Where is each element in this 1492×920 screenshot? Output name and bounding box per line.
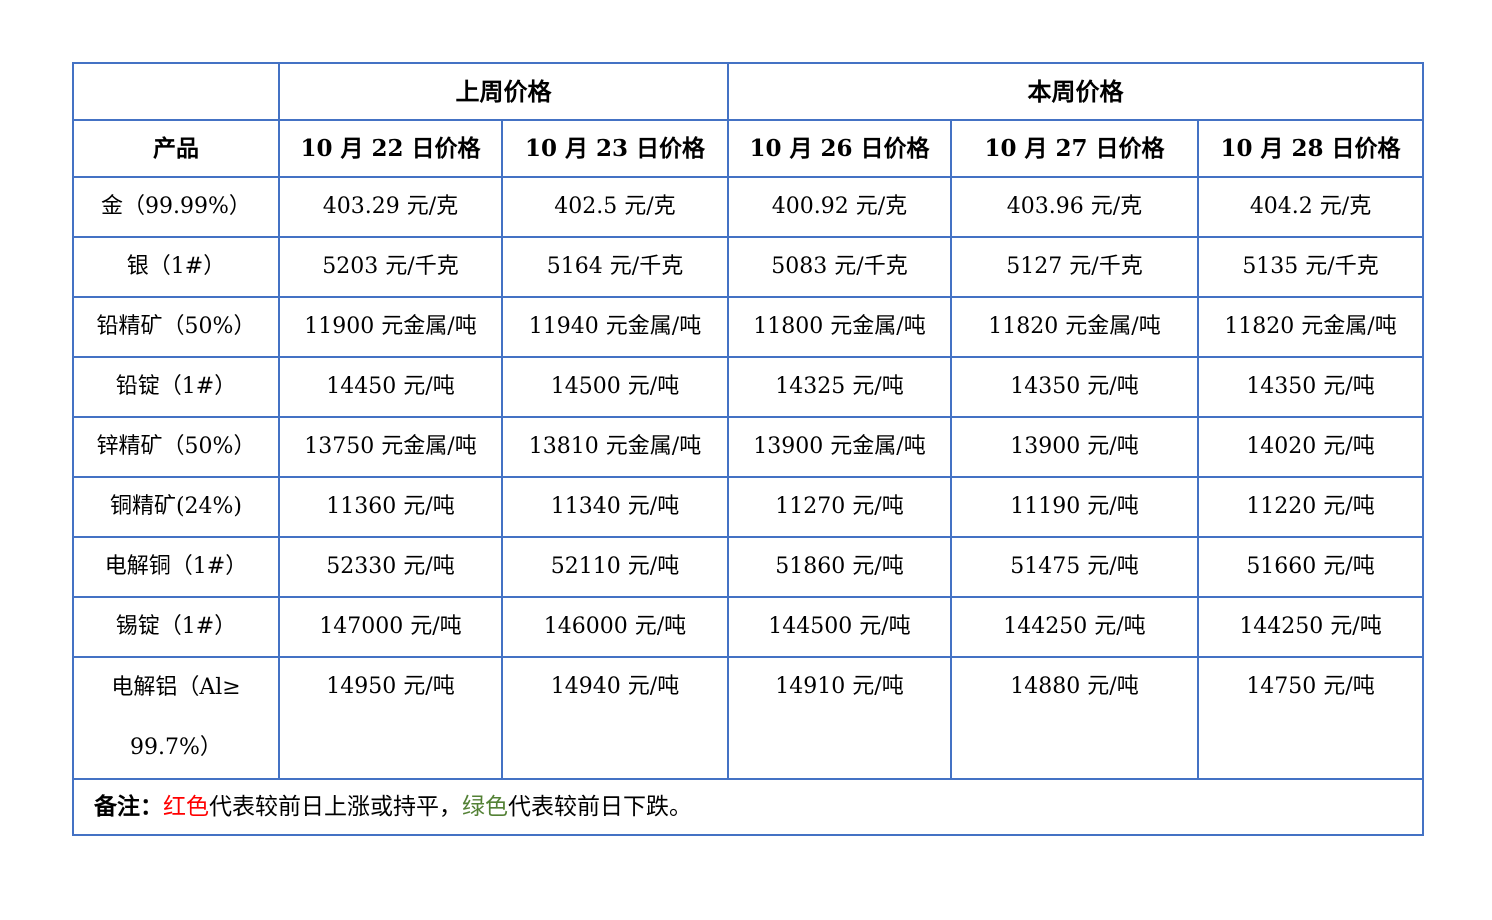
product-label: 铅精矿（50%） — [96, 314, 256, 339]
note-prefix-label: 备注： — [94, 793, 163, 820]
table-row: 锡锭（1#） 147000 元/吨 146000 元/吨 144500 元/吨 1442… — [72, 596, 1425, 658]
price-cell: 11820 元金属/吨 — [1196, 296, 1425, 358]
price-cell: 14940 元/吨 — [501, 656, 729, 780]
price-cell: 13900 元金属/吨 — [727, 416, 952, 478]
price-cell: 5164 元/千克 — [501, 236, 729, 298]
note-red-label: 红色 — [163, 794, 209, 820]
price-cell: 14350 元/吨 — [950, 356, 1199, 418]
price-cell: 13750 元金属/吨 — [278, 416, 503, 478]
price-cell: 146000 元/吨 — [501, 596, 729, 658]
price-cell: 400.92 元/克 — [727, 176, 952, 238]
product-label: 锌精矿（50%） — [96, 434, 256, 459]
metal-price-table: 上周价格 本周价格 产品 10 月 22 日价格 10 月 23 日价格 10 … — [71, 62, 1425, 836]
product-cell: 锌精矿（50%） — [72, 416, 280, 478]
price-cell: 404.2 元/克 — [1196, 176, 1425, 238]
price-cell: 403.29 元/克 — [278, 176, 503, 238]
price-cell: 13810 元金属/吨 — [501, 416, 729, 478]
table-row: 锌精矿（50%） 13750 元金属/吨 13810 元金属/吨 13900 元金属/… — [72, 416, 1425, 478]
price-cell: 402.5 元/克 — [501, 176, 729, 238]
price-cell: 5135 元/千克 — [1196, 236, 1425, 298]
legend-note: 备注：红色代表较前日上涨或持平，绿色代表较前日下跌。 — [71, 778, 1425, 836]
price-cell: 11820 元金属/吨 — [950, 296, 1199, 358]
price-cell: 52110 元/吨 — [501, 536, 729, 598]
note-row: 备注：红色代表较前日上涨或持平，绿色代表较前日下跌。 — [71, 778, 1425, 836]
product-label: 铅锭（1#） — [115, 374, 237, 399]
table-row: 铅精矿（50%） 11900 元金属/吨 11940 元金属/吨 11800 元金属/… — [72, 296, 1425, 358]
price-cell: 11190 元/吨 — [950, 476, 1199, 538]
price-cell: 11340 元/吨 — [501, 476, 729, 538]
table-row: 电解铜（1#） 52330 元/吨 52110 元/吨 51860 元/吨 51475 … — [72, 536, 1425, 598]
product-cell: 铜精矿(24%) — [72, 476, 280, 538]
date-header-oct22: 10 月 22 日价格 — [278, 119, 503, 178]
product-label: 金（99.99%） — [101, 194, 251, 219]
price-cell: 14450 元/吨 — [278, 356, 503, 418]
date-header-oct23: 10 月 23 日价格 — [501, 119, 729, 178]
price-cell: 5127 元/千克 — [950, 236, 1199, 298]
price-cell: 14325 元/吨 — [727, 356, 952, 418]
this-week-header: 本周价格 — [726, 62, 1425, 121]
date-header-row: 产品 10 月 22 日价格 10 月 23 日价格 10 月 26 日价格 1… — [72, 119, 1425, 178]
price-cell: 144250 元/吨 — [1196, 596, 1425, 658]
price-cell: 5083 元/千克 — [727, 236, 952, 298]
price-cell: 14020 元/吨 — [1196, 416, 1425, 478]
price-cell: 51860 元/吨 — [727, 536, 952, 598]
product-label: 铜精矿(24%) — [109, 494, 243, 519]
price-cell: 11270 元/吨 — [727, 476, 952, 538]
product-cell: 电解铜（1#） — [72, 536, 280, 598]
price-cell: 14750 元/吨 — [1196, 656, 1425, 780]
price-cell: 11800 元金属/吨 — [727, 296, 952, 358]
product-column-header: 产品 — [72, 119, 280, 178]
product-label: 电解铝（Al≥ 99.7%） — [111, 675, 241, 760]
price-cell: 14950 元/吨 — [278, 656, 503, 780]
date-header-oct27: 10 月 27 日价格 — [950, 119, 1199, 178]
price-cell: 51660 元/吨 — [1196, 536, 1425, 598]
product-cell: 电解铝（Al≥ 99.7%） — [72, 656, 280, 780]
product-cell: 银（1#） — [72, 236, 280, 298]
price-cell: 11940 元金属/吨 — [501, 296, 729, 358]
price-cell: 52330 元/吨 — [278, 536, 503, 598]
price-cell: 14880 元/吨 — [950, 656, 1199, 780]
price-cell: 144500 元/吨 — [727, 596, 952, 658]
product-cell: 铅锭（1#） — [72, 356, 280, 418]
table-row: 银（1#） 5203 元/千克 5164 元/千克 5083 元/千克 5127 元/千… — [72, 236, 1425, 298]
price-cell: 403.96 元/克 — [950, 176, 1199, 238]
table-row: 铅锭（1#） 14450 元/吨 14500 元/吨 14325 元/吨 14350 元… — [72, 356, 1425, 418]
price-cell: 14350 元/吨 — [1196, 356, 1425, 418]
week-group-header-row: 上周价格 本周价格 — [72, 62, 1425, 121]
product-cell: 金（99.99%） — [72, 176, 280, 238]
price-cell: 11220 元/吨 — [1196, 476, 1425, 538]
price-cell: 11900 元金属/吨 — [278, 296, 503, 358]
date-header-oct28: 10 月 28 日价格 — [1196, 119, 1425, 178]
price-cell: 13900 元/吨 — [950, 416, 1199, 478]
note-falling-text: 代表较前日下跌。 — [508, 794, 692, 820]
table-row: 金（99.99%） 403.29 元/克 402.5 元/克 400.92 元/克 40… — [72, 176, 1425, 238]
product-label: 锡锭（1#） — [115, 614, 237, 639]
table-row: 铜精矿(24%) 11360 元/吨 11340 元/吨 11270 元/吨 11190… — [72, 476, 1425, 538]
product-cell: 锡锭（1#） — [72, 596, 280, 658]
price-cell: 5203 元/千克 — [278, 236, 503, 298]
product-label: 银（1#） — [126, 254, 226, 279]
date-header-oct26: 10 月 26 日价格 — [727, 119, 952, 178]
product-cell: 铅精矿（50%） — [72, 296, 280, 358]
price-cell: 11360 元/吨 — [278, 476, 503, 538]
last-week-header: 上周价格 — [278, 62, 729, 121]
note-green-label: 绿色 — [462, 794, 508, 820]
price-cell: 51475 元/吨 — [950, 536, 1199, 598]
note-rising-text: 代表较前日上涨或持平， — [209, 794, 462, 820]
price-cell: 14910 元/吨 — [727, 656, 952, 780]
price-cell: 147000 元/吨 — [278, 596, 503, 658]
price-cell: 14500 元/吨 — [501, 356, 729, 418]
product-label: 电解铜（1#） — [104, 554, 248, 579]
corner-cell — [72, 62, 280, 121]
table-row: 电解铝（Al≥ 99.7%） 14950 元/吨 14940 元/吨 14910 元/… — [72, 656, 1425, 780]
price-cell: 144250 元/吨 — [950, 596, 1199, 658]
